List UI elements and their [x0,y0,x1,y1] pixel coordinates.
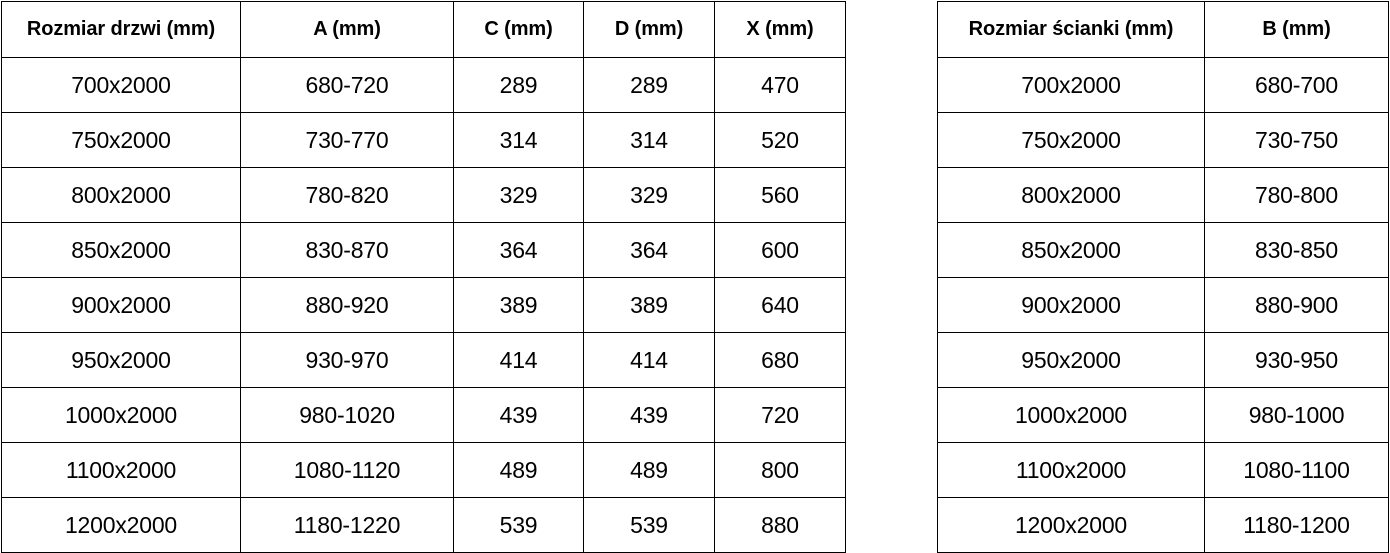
data-cell: 1180-1220 [240,497,454,553]
row-label-cell: 850x2000 [937,222,1205,278]
table-row: 850x2000 830-850 [937,222,1389,278]
row-label-cell: 1000x2000 [937,387,1205,443]
data-cell: 730-770 [240,112,454,168]
table-row: 1100x2000 1080-1100 [937,442,1389,498]
data-cell: 880-920 [240,277,454,333]
row-label-cell: 1100x2000 [1,442,241,498]
data-cell: 389 [453,277,584,333]
column-header: Rozmiar ścianki (mm) [937,1,1205,58]
table-row: 1200x2000 1180-1200 [937,497,1389,553]
table-row: 900x2000 880-920 389 389 640 [1,277,846,333]
data-cell: 289 [583,57,715,113]
table-row: 800x2000 780-820 329 329 560 [1,167,846,223]
row-label-cell: 900x2000 [1,277,241,333]
data-cell: 489 [453,442,584,498]
data-cell: 489 [583,442,715,498]
data-cell: 830-870 [240,222,454,278]
walls-size-table: Rozmiar ścianki (mm) B (mm) 700x2000 680-7… [937,1,1389,553]
column-header: Rozmiar drzwi (mm) [1,1,241,58]
row-label-cell: 800x2000 [1,167,241,223]
data-cell: 1180-1200 [1204,497,1389,553]
row-label-cell: 1100x2000 [937,442,1205,498]
data-cell: 1080-1100 [1204,442,1389,498]
row-label-cell: 950x2000 [937,332,1205,388]
row-label-cell: 850x2000 [1,222,241,278]
data-cell: 720 [714,387,846,443]
data-cell: 539 [583,497,715,553]
table-row: 1000x2000 980-1000 [937,387,1389,443]
row-label-cell: 1200x2000 [1,497,241,553]
table-row: 700x2000 680-700 [937,57,1389,113]
data-cell: 289 [453,57,584,113]
doors-table-body: 700x2000 680-720 289 289 470 750x2000 730-770 3… [1,57,846,553]
table-row: 900x2000 880-900 [937,277,1389,333]
walls-table-body: 700x2000 680-700 750x2000 730-750 800x2000 78… [937,57,1389,553]
data-cell: 414 [583,332,715,388]
data-cell: 930-970 [240,332,454,388]
data-cell: 680 [714,332,846,388]
walls-table-container: Rozmiar ścianki (mm) B (mm) 700x2000 680-7… [937,1,1389,553]
table-header-row: Rozmiar ścianki (mm) B (mm) [937,1,1389,58]
data-cell: 980-1020 [240,387,454,443]
data-cell: 520 [714,112,846,168]
row-label-cell: 800x2000 [937,167,1205,223]
data-cell: 830-850 [1204,222,1389,278]
data-cell: 680-720 [240,57,454,113]
doors-table-head: Rozmiar drzwi (mm) A (mm) C (mm) D (mm) X (m… [1,1,846,58]
data-cell: 730-750 [1204,112,1389,168]
data-cell: 930-950 [1204,332,1389,388]
table-row: 950x2000 930-970 414 414 680 [1,332,846,388]
data-cell: 314 [583,112,715,168]
table-row: 1000x2000 980-1020 439 439 720 [1,387,846,443]
row-label-cell: 700x2000 [1,57,241,113]
data-cell: 1080-1120 [240,442,454,498]
table-header-row: Rozmiar drzwi (mm) A (mm) C (mm) D (mm) X (m… [1,1,846,58]
data-cell: 329 [583,167,715,223]
row-label-cell: 750x2000 [937,112,1205,168]
data-cell: 364 [583,222,715,278]
data-cell: 780-820 [240,167,454,223]
doors-table-container: Rozmiar drzwi (mm) A (mm) C (mm) D (mm) X (m… [1,1,846,553]
row-label-cell: 1000x2000 [1,387,241,443]
table-row: 1200x2000 1180-1220 539 539 880 [1,497,846,553]
column-header: B (mm) [1204,1,1389,58]
table-row: 850x2000 830-870 364 364 600 [1,222,846,278]
data-cell: 414 [453,332,584,388]
data-cell: 640 [714,277,846,333]
table-row: 950x2000 930-950 [937,332,1389,388]
column-header: D (mm) [583,1,715,58]
data-cell: 780-800 [1204,167,1389,223]
table-row: 1100x2000 1080-1120 489 489 800 [1,442,846,498]
row-label-cell: 700x2000 [937,57,1205,113]
data-cell: 314 [453,112,584,168]
data-cell: 389 [583,277,715,333]
data-cell: 439 [453,387,584,443]
walls-table-head: Rozmiar ścianki (mm) B (mm) [937,1,1389,58]
data-cell: 680-700 [1204,57,1389,113]
data-cell: 329 [453,167,584,223]
data-cell: 364 [453,222,584,278]
data-cell: 539 [453,497,584,553]
row-label-cell: 1200x2000 [937,497,1205,553]
doors-size-table: Rozmiar drzwi (mm) A (mm) C (mm) D (mm) X (m… [1,1,846,553]
data-cell: 800 [714,442,846,498]
row-label-cell: 900x2000 [937,277,1205,333]
data-cell: 980-1000 [1204,387,1389,443]
data-cell: 880-900 [1204,277,1389,333]
data-cell: 470 [714,57,846,113]
table-row: 750x2000 730-750 [937,112,1389,168]
data-cell: 600 [714,222,846,278]
data-cell: 439 [583,387,715,443]
data-cell: 560 [714,167,846,223]
data-cell: 880 [714,497,846,553]
column-header: X (mm) [714,1,846,58]
table-row: 700x2000 680-720 289 289 470 [1,57,846,113]
row-label-cell: 750x2000 [1,112,241,168]
table-row: 750x2000 730-770 314 314 520 [1,112,846,168]
table-row: 800x2000 780-800 [937,167,1389,223]
column-header: C (mm) [453,1,584,58]
column-header: A (mm) [240,1,454,58]
row-label-cell: 950x2000 [1,332,241,388]
